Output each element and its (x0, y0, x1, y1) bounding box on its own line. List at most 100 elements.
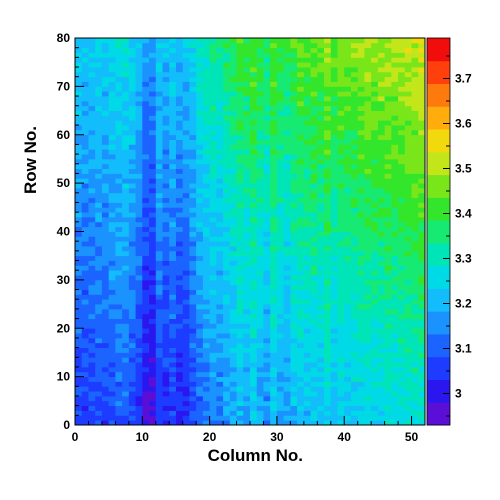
heatmap-cell (95, 347, 103, 353)
heatmap-cell (202, 197, 211, 203)
heatmap-cell (303, 163, 311, 170)
heatmap-cell (101, 207, 110, 213)
heatmap-cell (122, 105, 130, 111)
color-scale-segment (427, 356, 450, 380)
heatmap-cell (364, 294, 372, 300)
heatmap-cell (128, 395, 136, 402)
heatmap-cell (263, 110, 271, 116)
heatmap-cell (75, 371, 83, 378)
x-axis-title: Column No. (208, 446, 303, 465)
heatmap-cell (283, 260, 291, 266)
heatmap-cell (149, 289, 157, 295)
heatmap-cell (330, 289, 338, 295)
heatmap-cell (209, 241, 217, 247)
heatmap-cell (209, 207, 217, 213)
heatmap-cell (209, 52, 217, 58)
heatmap-cell (189, 125, 197, 131)
heatmap-cell (283, 221, 291, 228)
heatmap-cell (337, 71, 345, 78)
heatmap-cell (263, 270, 271, 276)
heatmap-cell (169, 183, 177, 189)
heatmap-cell (297, 362, 305, 368)
heatmap-cell (411, 110, 419, 116)
heatmap-cell (88, 275, 96, 281)
heatmap-cell (128, 289, 136, 295)
heatmap-cell (350, 250, 359, 257)
heatmap-cell (276, 71, 285, 78)
heatmap-cell (122, 71, 130, 78)
heatmap-cell (95, 386, 103, 392)
heatmap-cell (364, 275, 372, 281)
heatmap-cell (317, 333, 325, 339)
heatmap-cell (377, 250, 386, 257)
heatmap-cell (411, 91, 419, 97)
heatmap-cell (377, 328, 386, 334)
heatmap-cell (350, 376, 359, 382)
heatmap-cell (95, 125, 103, 131)
heatmap-cell (297, 67, 305, 73)
heatmap-cell (216, 47, 224, 53)
heatmap-cell (297, 318, 305, 324)
heatmap-cell (162, 299, 170, 305)
heatmap-cell (283, 299, 291, 305)
heatmap-cell (411, 337, 419, 344)
heatmap-cell (330, 91, 338, 97)
heatmap-cell (398, 144, 406, 150)
x-tick-label: 40 (338, 430, 352, 444)
heatmap-cell (196, 149, 204, 155)
heatmap-cell (317, 129, 325, 136)
heatmap-cell (398, 289, 406, 295)
heatmap-cell (330, 47, 338, 53)
heatmap-cell (81, 420, 89, 426)
heatmap-cell (169, 352, 177, 358)
heatmap-cell (216, 192, 224, 199)
heatmap-cell (263, 192, 271, 199)
heatmap-cell (162, 115, 170, 121)
heatmap-cell (377, 260, 386, 266)
heatmap-cell (149, 120, 157, 126)
heatmap-cell (75, 57, 83, 63)
heatmap-cell (350, 163, 359, 170)
heatmap-cell (149, 221, 157, 228)
heatmap-cell (344, 38, 352, 44)
heatmap-cell (263, 371, 271, 378)
heatmap-cell (317, 415, 325, 421)
heatmap-cell (128, 391, 136, 397)
heatmap-cell (290, 81, 298, 87)
heatmap-cell (377, 337, 386, 344)
heatmap-cell (196, 284, 204, 290)
heatmap-cell (364, 362, 372, 368)
heatmap-cell (142, 100, 150, 107)
color-scale-tick-label: 3.6 (455, 117, 472, 131)
heatmap-cell (337, 279, 345, 286)
heatmap-cell (330, 318, 338, 324)
heatmap-cell (371, 183, 379, 189)
heatmap-cell (404, 347, 412, 353)
heatmap-cell (101, 299, 110, 305)
heatmap-cell (384, 400, 392, 407)
heatmap-cell (101, 410, 110, 416)
heatmap-cell (135, 381, 143, 387)
heatmap-cell (270, 337, 278, 344)
heatmap-cell (88, 202, 96, 208)
heatmap-cell (404, 47, 412, 53)
heatmap-cell (418, 400, 426, 407)
heatmap-cell (243, 120, 251, 126)
heatmap-cell (404, 86, 412, 92)
heatmap-cell (290, 246, 298, 252)
heatmap-cell (324, 284, 332, 290)
heatmap-cell (404, 187, 412, 194)
heatmap-cell (290, 187, 298, 194)
heatmap-cell (297, 105, 305, 111)
heatmap-cell (290, 352, 298, 358)
heatmap-cell (418, 289, 426, 295)
heatmap-cell (115, 395, 123, 402)
heatmap-cell (303, 173, 311, 179)
heatmap-cell (169, 57, 177, 63)
heatmap-cell (263, 255, 271, 261)
heatmap-cell (303, 400, 311, 407)
heatmap-cell (75, 42, 83, 49)
heatmap-cell (350, 328, 359, 334)
heatmap-cell (263, 183, 271, 189)
heatmap-cell (384, 270, 392, 276)
